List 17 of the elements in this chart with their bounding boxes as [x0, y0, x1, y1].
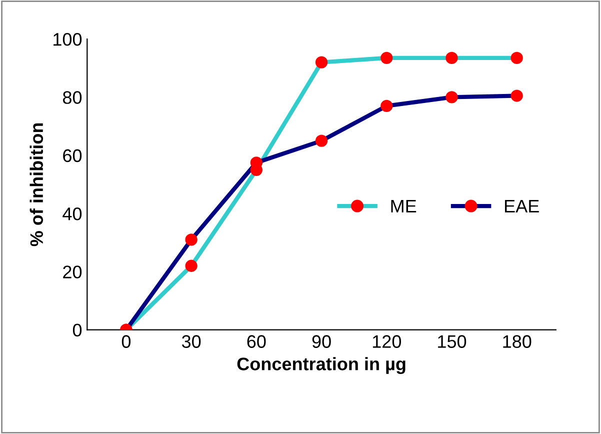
- x-tick-label: 150: [438, 335, 466, 348]
- x-tick-label: 60: [247, 335, 266, 348]
- x-axis-title: Concentration in µg: [237, 357, 406, 374]
- y-tick-label: 60: [63, 149, 82, 162]
- y-tick-label: 80: [62, 91, 82, 104]
- y-tick-label: 20: [63, 266, 82, 278]
- y-tick-label: 40: [62, 207, 82, 220]
- x-tick-label: 180: [503, 335, 532, 348]
- x-tick-label: 90: [312, 335, 331, 348]
- legend-label: EAE: [505, 200, 539, 212]
- y-axis-title: % of inhibition: [30, 123, 44, 246]
- y-tick-label: 100: [54, 32, 82, 46]
- x-tick-label: 0: [122, 335, 131, 348]
- y-tick-label: 0: [72, 324, 82, 337]
- x-tick-label: 120: [372, 335, 401, 348]
- legend-label: ME: [391, 200, 416, 212]
- x-tick-label: 30: [182, 335, 201, 348]
